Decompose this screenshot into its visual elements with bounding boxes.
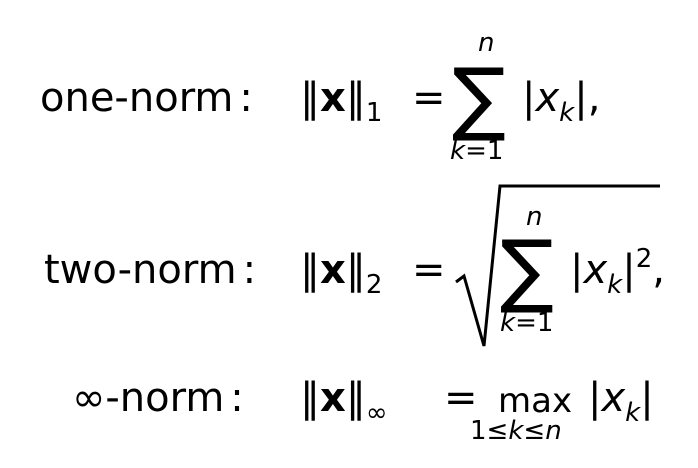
one-norm-lhs: ‖x‖1 <box>300 75 382 126</box>
inf-norm-term: |xk| <box>588 375 654 426</box>
one-norm-term-close: |, <box>574 75 601 121</box>
one-norm-close-bar: ‖ <box>345 75 366 121</box>
one-norm-term: |xk|, <box>522 75 601 126</box>
one-norm-lower-eq: =1 <box>465 136 504 166</box>
infinity-icon: ∞ <box>72 375 106 421</box>
two-norm-trailing-comma: , <box>652 247 665 293</box>
inf-norm-lower-start: 1≤ <box>470 416 509 446</box>
inf-norm-label: ∞-norm: <box>72 378 244 418</box>
inf-norm-term-close: | <box>640 375 654 421</box>
two-norm-upper-n: n <box>526 202 543 232</box>
inf-norm-open-bar: ‖ <box>300 375 320 421</box>
inf-norm-lower-n: n <box>545 416 562 446</box>
one-norm-term-x: x <box>535 75 560 121</box>
two-norm-open-bar: ‖ <box>300 247 320 293</box>
two-norm-colon: : <box>242 247 257 293</box>
two-norm-lhs: ‖x‖2 <box>300 247 382 298</box>
one-norm-x: x <box>320 75 346 121</box>
two-norm-lower-limit: k=1 <box>500 310 553 336</box>
two-norm-term-k: k <box>607 270 623 300</box>
one-norm-upper-n: n <box>478 28 495 58</box>
two-norm-term-x: x <box>583 247 608 293</box>
one-norm-equals: = <box>412 75 446 121</box>
one-norm-open-bar: ‖ <box>300 75 320 121</box>
one-norm-term-k: k <box>559 98 575 128</box>
two-norm-term: |xk|2, <box>570 246 665 298</box>
inf-norm-term-k: k <box>625 398 641 428</box>
two-norm-x: x <box>320 247 346 293</box>
inf-norm-x: x <box>320 375 346 421</box>
one-norm-term-open: | <box>522 75 536 121</box>
two-norm-subscript: 2 <box>365 270 383 300</box>
inf-norm-max-subscript: 1≤k≤n <box>470 418 562 444</box>
two-norm-term-square: 2 <box>635 244 653 274</box>
one-norm-label-text: one-norm <box>40 75 234 121</box>
two-norm-lower-k: k <box>500 308 516 338</box>
inf-norm-lower-k: k <box>508 416 524 446</box>
one-norm-lower-limit: k=1 <box>450 138 503 164</box>
inf-norm-equals: = <box>444 375 478 421</box>
inf-norm-max: max <box>498 381 573 421</box>
one-norm-upper-limit: n <box>478 30 494 56</box>
inf-norm-close-bar: ‖ <box>345 375 366 421</box>
two-norm-sum-icon: ∑ <box>500 223 554 316</box>
inf-norm-term-x: x <box>601 375 626 421</box>
inf-norm-subscript: ∞ <box>365 398 388 428</box>
two-norm-term-close: | <box>622 247 636 293</box>
inf-norm-lhs: ‖x‖∞ <box>300 375 387 426</box>
two-norm-equals: = <box>412 247 446 293</box>
one-norm-label: one-norm: <box>40 78 253 118</box>
inf-norm-label-text: -norm <box>105 375 225 421</box>
two-norm-term-open: | <box>570 247 584 293</box>
one-norm-subscript: 1 <box>365 98 383 128</box>
two-norm-close-bar: ‖ <box>345 247 366 293</box>
inf-norm-lower-mid: ≤ <box>523 416 546 446</box>
one-norm-lower-k: k <box>450 136 466 166</box>
two-norm-lower-eq: =1 <box>515 308 554 338</box>
two-norm-label: two-norm: <box>44 250 256 290</box>
one-norm-colon: : <box>239 75 253 121</box>
inf-norm-term-open: | <box>588 375 602 421</box>
two-norm-label-text: two-norm <box>44 247 237 293</box>
two-norm-upper-limit: n <box>526 204 542 230</box>
one-norm-sum-icon: ∑ <box>452 51 506 144</box>
inf-norm-colon: : <box>230 375 244 421</box>
